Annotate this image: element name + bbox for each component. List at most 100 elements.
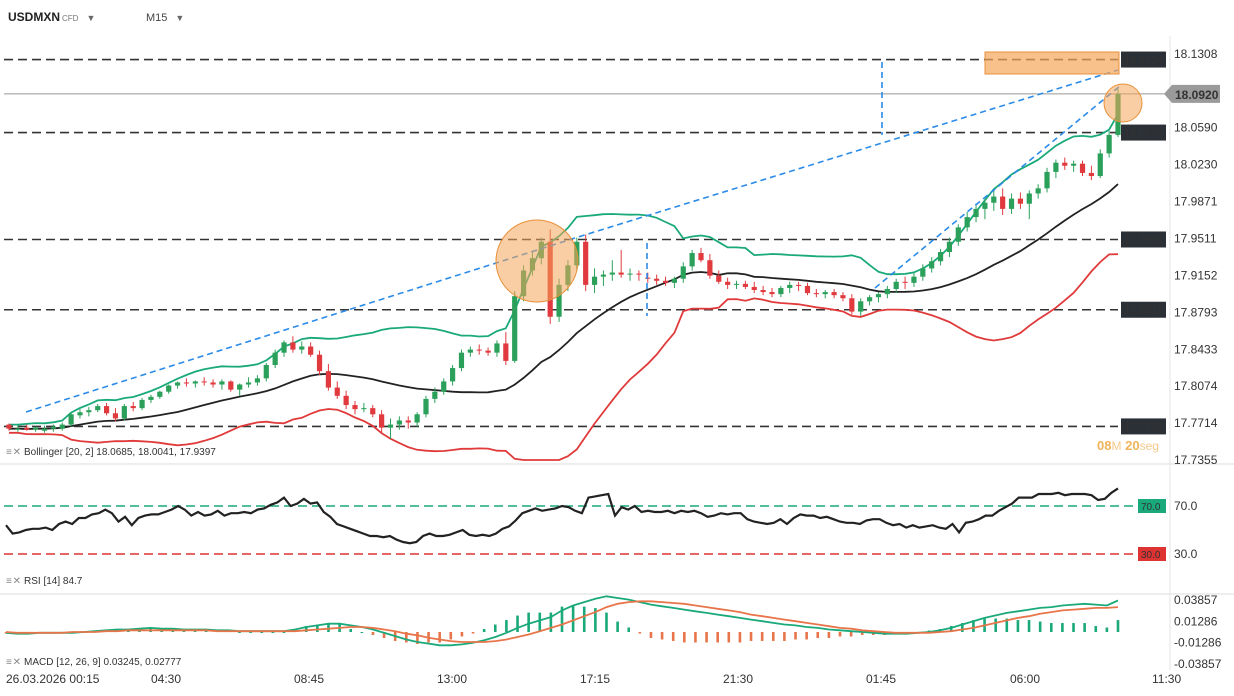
candle [716, 275, 722, 282]
candle [41, 428, 48, 431]
target-zone-box [984, 51, 1120, 75]
candle [1071, 163, 1077, 166]
macd-histogram-bar [1105, 627, 1109, 632]
price-tick-label: 17.9511 [1174, 232, 1217, 246]
symbol-dropdown-icon[interactable]: ▼ [86, 13, 96, 23]
time-tick-label: 26.03.2026 00:15 [6, 672, 100, 686]
macd-legend[interactable]: ≡ ✕ MACD [12, 26, 9] 0.03245, 0.02777 [6, 657, 182, 668]
indicator-menu-icon[interactable]: ≡ ✕ [6, 576, 21, 587]
rsi-level-tag [1138, 499, 1166, 513]
candle [201, 381, 207, 383]
macd-histogram-bar [360, 632, 364, 633]
indicator-menu-icon[interactable]: ≡ ✕ [6, 657, 21, 668]
candle [441, 381, 447, 392]
timeframe-dropdown-icon[interactable]: ▼ [175, 13, 185, 23]
candle [662, 280, 669, 283]
macd-histogram-bar [727, 632, 731, 643]
candle [6, 424, 12, 429]
candle [254, 378, 261, 383]
rsi-level-tag [1138, 547, 1166, 561]
macd-histogram-bar [1038, 621, 1042, 632]
candle [1000, 196, 1006, 209]
candle [991, 196, 997, 203]
candle [1053, 162, 1059, 172]
candle [769, 292, 775, 295]
macd-histogram-bar [605, 612, 608, 632]
time-tick-label: 21:30 [723, 672, 753, 686]
macd-histogram-bar [1061, 623, 1064, 632]
time-tick-label: 11:30 [1152, 672, 1181, 686]
candle [583, 241, 589, 285]
macd-histogram-bar [783, 632, 786, 641]
candle [112, 413, 119, 419]
candle [725, 281, 731, 285]
macd-histogram-bar [560, 606, 564, 632]
macd-signal-line [5, 600, 1119, 643]
candle [920, 268, 926, 277]
candle [467, 349, 473, 353]
highlight-circle [1103, 83, 1143, 123]
macd-histogram-bar [594, 608, 597, 632]
macd-histogram-bar [516, 615, 519, 632]
trend-line-annotation [25, 69, 1119, 413]
macd-tick-label: 0.03857 [1174, 593, 1218, 607]
macd-histogram-bar [649, 632, 653, 638]
candle [370, 408, 376, 415]
indicator-menu-icon[interactable]: ≡ ✕ [6, 447, 21, 458]
macd-histogram-bar [249, 632, 252, 633]
candle [174, 382, 181, 386]
candle [627, 273, 633, 275]
macd-histogram-bar [827, 632, 831, 638]
candle [405, 420, 411, 423]
symbol-label[interactable]: USDMXN CFD ▼ [8, 10, 96, 24]
level-price-tag [1121, 418, 1166, 435]
candle [379, 414, 385, 428]
candle [911, 276, 917, 283]
candle [813, 293, 819, 295]
rsi-legend[interactable]: ≡ ✕ RSI [14] 84.7 [6, 576, 83, 587]
macd-histogram-bar [994, 618, 997, 632]
candle [1079, 163, 1086, 173]
candle [396, 420, 402, 425]
candle [866, 297, 873, 302]
current-price-text: 18.0920 [1175, 88, 1219, 102]
candle [299, 346, 305, 350]
bollinger-middle-band [9, 183, 1119, 430]
macd-histogram-bar [749, 632, 753, 641]
price-tick-label: 18.0230 [1174, 158, 1218, 172]
candle [796, 284, 802, 286]
price-tick-label: 17.7714 [1174, 416, 1218, 430]
candle [414, 414, 420, 423]
bollinger-legend[interactable]: ≡ ✕ Bollinger [20, 2] 18.0685, 18.0041, 1… [6, 447, 216, 458]
time-tick-label: 04:30 [151, 672, 181, 686]
candle [494, 343, 500, 353]
timeframe-selector[interactable]: M15 ▼ [146, 12, 185, 24]
rsi-tick-label: 70.0 [1174, 499, 1198, 513]
candle [733, 283, 740, 285]
candle [485, 350, 491, 353]
candle [831, 292, 837, 296]
macd-histogram-bar [304, 626, 308, 632]
candle [272, 352, 278, 365]
candle [1106, 134, 1112, 154]
candle [875, 294, 882, 298]
macd-histogram-bar [1005, 618, 1009, 632]
candle [121, 406, 127, 419]
macd-histogram-bar [660, 632, 664, 640]
level-price-text: 17.9502 [1124, 234, 1164, 246]
macd-histogram-bar [193, 630, 197, 632]
candle [671, 278, 677, 283]
candle [973, 208, 979, 218]
level-price-text: 18.1254 [1124, 55, 1164, 67]
candle [503, 343, 509, 361]
macd-histogram-bar [1094, 626, 1098, 632]
candle [822, 292, 828, 295]
price-tick-label: 17.8793 [1174, 305, 1218, 319]
macd-tick-label: -0.01286 [1174, 636, 1222, 650]
candle [707, 260, 713, 276]
price-tick-label: 17.7355 [1174, 453, 1218, 467]
macd-histogram-bar [705, 632, 708, 643]
candle [742, 283, 748, 287]
candle [86, 410, 92, 413]
